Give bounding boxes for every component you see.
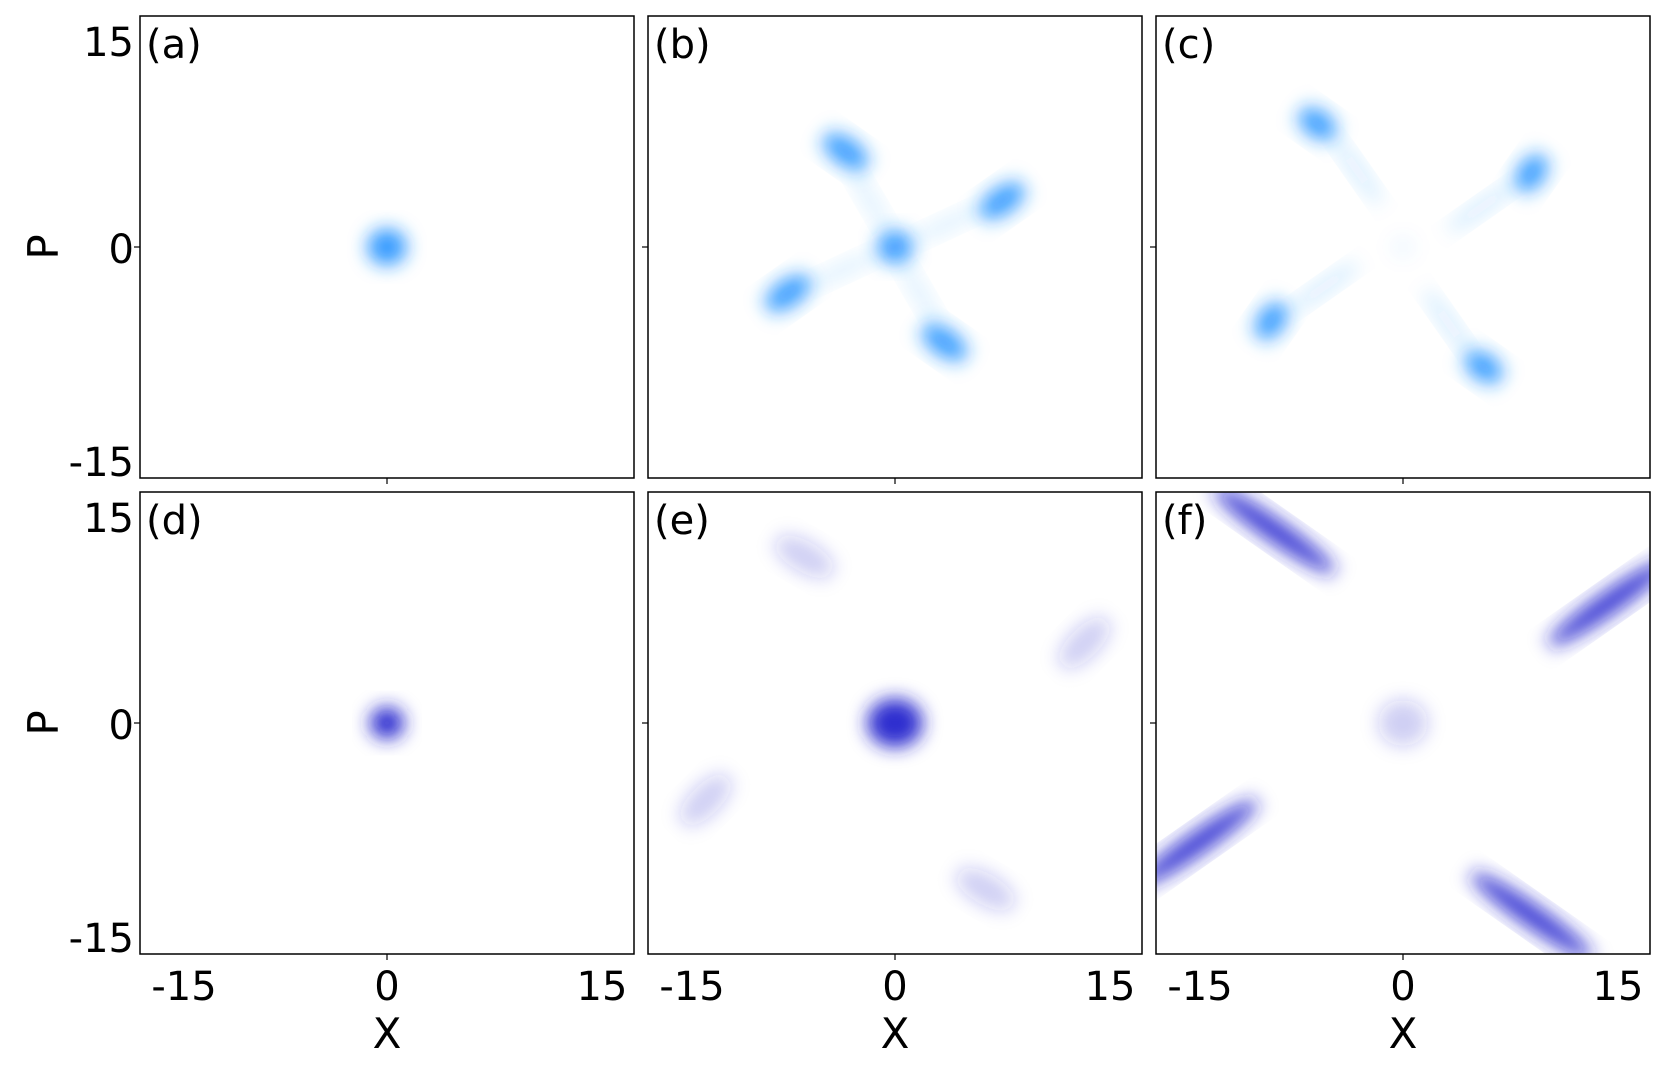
- density-blob: [1464, 350, 1503, 384]
- panel-d: (d) 15 0 -15 -15 0 15 X P: [19, 491, 635, 1058]
- x-tick-label: 0: [882, 964, 907, 1010]
- density-blob: [956, 868, 1016, 911]
- panel-label: (d): [146, 498, 203, 544]
- panel-label: (f): [1162, 498, 1207, 544]
- panel-label: (c): [1162, 22, 1215, 68]
- density-blob: [1446, 181, 1518, 233]
- density-blob: [1156, 799, 1259, 887]
- density-blob: [1423, 288, 1475, 360]
- x-axis-label: X: [881, 1009, 910, 1058]
- y-axis-label: P: [19, 710, 68, 735]
- density-blob: [1213, 492, 1336, 575]
- density-blob: [1514, 153, 1549, 193]
- density-blob: [367, 228, 407, 266]
- density-blob: [822, 132, 869, 171]
- x-axis-label: X: [1389, 1009, 1418, 1058]
- y-tick-label: -15: [69, 440, 134, 486]
- density-blob: [910, 205, 986, 243]
- x-tick-label: -15: [659, 964, 724, 1010]
- x-tick-label: -15: [1167, 964, 1232, 1010]
- y-tick-label: 15: [83, 496, 134, 542]
- x-tick-label: 0: [1390, 964, 1415, 1010]
- density-blob: [979, 181, 1026, 220]
- density-blob: [1389, 234, 1417, 260]
- density-blob: [1378, 699, 1428, 747]
- density-blob: [921, 323, 968, 362]
- density-blob: [1331, 134, 1383, 206]
- x-tick-label: 15: [577, 964, 628, 1010]
- panel-label: (a): [146, 22, 202, 68]
- density-blob: [867, 698, 923, 748]
- panel-label: (e): [654, 498, 710, 544]
- panel-c: (c): [1150, 15, 1651, 484]
- density-blob: [1288, 261, 1360, 313]
- panel-f: (f) -15 0 15 X: [1150, 491, 1651, 1058]
- y-tick-label: 0: [109, 227, 134, 273]
- density-blob: [764, 274, 811, 313]
- x-tick-label: -15: [151, 964, 216, 1010]
- density-blob: [804, 251, 880, 289]
- panel-a: (a) 15 0 -15 P: [19, 15, 635, 486]
- y-tick-label: 0: [109, 703, 134, 749]
- density-blob: [1254, 301, 1288, 341]
- panel-b: (b): [642, 15, 1143, 484]
- density-blob: [679, 774, 732, 826]
- density-blob: [774, 535, 834, 578]
- panel-e: (e) -15 0 15 X: [642, 491, 1143, 1058]
- density-blob: [898, 257, 942, 330]
- density-blob: [876, 230, 914, 264]
- density-blob: [1058, 617, 1111, 669]
- x-tick-label: 15: [1593, 964, 1644, 1010]
- y-tick-label: -15: [69, 916, 134, 962]
- x-tick-label: 15: [1085, 964, 1136, 1010]
- y-tick-label: 15: [83, 20, 134, 66]
- density-blob: [369, 706, 405, 740]
- density-blob: [1547, 559, 1650, 647]
- x-tick-label: 0: [374, 964, 399, 1010]
- density-blob: [848, 164, 892, 237]
- x-axis-label: X: [373, 1009, 402, 1058]
- y-axis-label: P: [19, 234, 68, 259]
- panel-label: (b): [654, 22, 711, 68]
- density-blob: [1470, 871, 1593, 954]
- density-blob: [1298, 107, 1337, 141]
